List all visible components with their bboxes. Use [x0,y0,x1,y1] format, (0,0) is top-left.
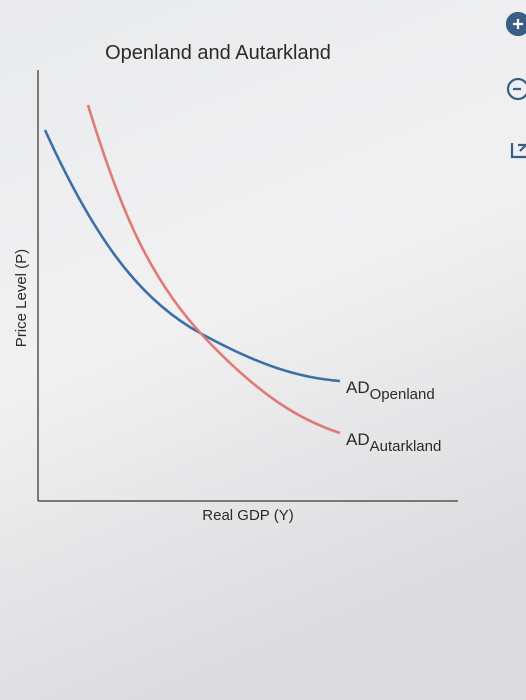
curve-label: ADOpenland [346,378,435,403]
curve-label: ADAutarkland [346,430,441,455]
zoom-out-icon[interactable] [506,77,526,101]
ad-autarkland-curve [86,104,341,435]
x-axis-label: Real GDP (Y) [202,507,293,524]
toolbar [505,11,526,159]
curve-label-main: AD [346,378,370,397]
curve-label-subscript: Autarkland [370,438,442,455]
ad-openland-curve [43,129,341,383]
zoom-in-glyph [513,19,523,29]
axes [37,70,458,502]
curve-label-subscript: Openland [370,386,435,403]
y-axis-label: Price Level (P) [13,249,30,347]
diagram-title: Openland and Autarkland [105,42,331,64]
expand-icon[interactable] [510,143,526,159]
curve-label-main: AD [346,430,370,449]
